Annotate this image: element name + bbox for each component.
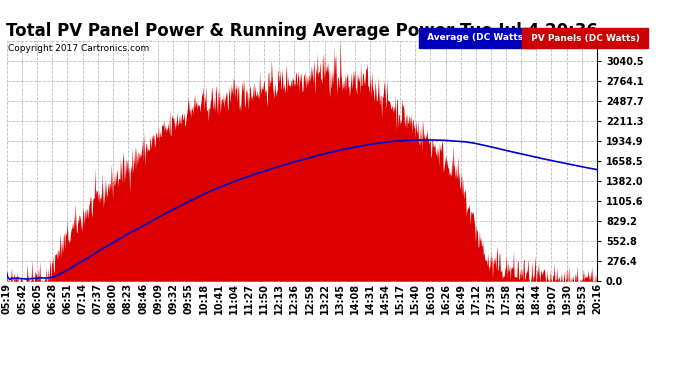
Text: PV Panels (DC Watts): PV Panels (DC Watts) — [528, 33, 643, 42]
Text: Average (DC Watts): Average (DC Watts) — [424, 33, 531, 42]
Text: Copyright 2017 Cartronics.com: Copyright 2017 Cartronics.com — [8, 44, 150, 52]
Title: Total PV Panel Power & Running Average Power Tue Jul 4 20:36: Total PV Panel Power & Running Average P… — [6, 22, 598, 40]
